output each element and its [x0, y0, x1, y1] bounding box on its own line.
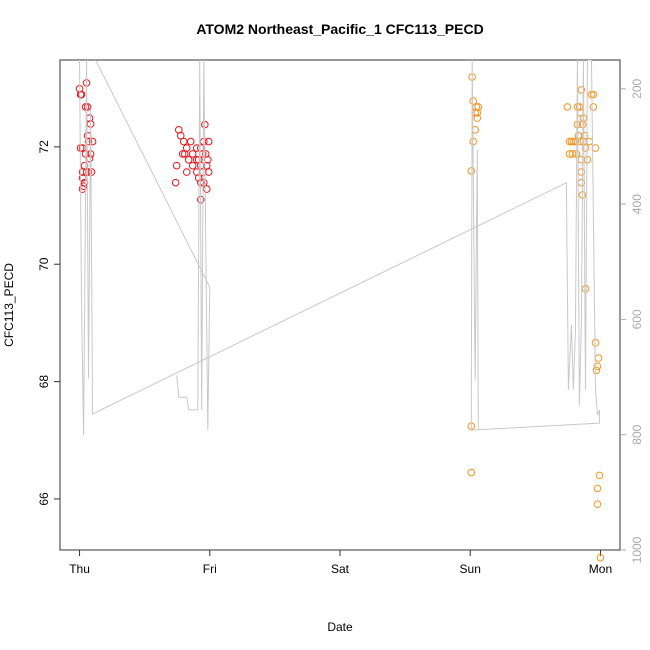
point: [595, 471, 604, 480]
point: [184, 155, 193, 164]
y2-tick-label: 600: [630, 309, 644, 329]
y-tick-label: 70: [37, 257, 51, 271]
point: [591, 339, 600, 347]
point: [473, 109, 482, 117]
point: [563, 103, 572, 111]
point: [180, 150, 189, 158]
y-tick-label: 68: [37, 375, 51, 389]
point: [182, 168, 191, 176]
point: [581, 144, 590, 152]
point: [581, 285, 590, 293]
y2-tick-label: 400: [630, 194, 644, 214]
point: [467, 167, 476, 175]
depth-line: [79, 60, 600, 436]
point: [84, 168, 93, 176]
x-tick-label: Mon: [589, 562, 612, 576]
point: [188, 161, 197, 170]
point: [568, 150, 577, 158]
x-axis-label: Date: [327, 620, 353, 634]
point: [204, 137, 213, 146]
y-tick-label: 72: [37, 140, 51, 154]
point: [593, 484, 602, 493]
point: [77, 90, 86, 99]
chart-title: ATOM2 Northeast_Pacific_1 CFC113_PECD: [196, 21, 483, 37]
point: [593, 362, 602, 371]
point: [84, 137, 93, 146]
x-tick-label: Sat: [331, 562, 350, 576]
y2-tick-label: 1000: [630, 536, 644, 563]
point: [467, 468, 476, 477]
point: [593, 500, 602, 509]
y-axis-label: CFC113_PECD: [2, 263, 16, 347]
point: [589, 103, 598, 111]
y2-tick-label: 200: [630, 78, 644, 98]
y2-tick-label: 800: [630, 424, 644, 444]
point: [81, 103, 90, 111]
point: [596, 553, 605, 562]
point: [171, 178, 180, 187]
point: [202, 185, 211, 193]
point: [474, 103, 483, 111]
point: [179, 137, 188, 146]
x-tick-label: Sun: [460, 562, 481, 576]
point: [188, 150, 197, 158]
x-tick-label: Thu: [69, 562, 90, 576]
point: [591, 144, 600, 152]
plot-frame: [59, 59, 621, 551]
point: [186, 137, 195, 146]
point: [589, 90, 598, 99]
point: [577, 86, 586, 94]
point: [178, 150, 187, 158]
point: [592, 366, 601, 375]
point: [172, 161, 181, 170]
point: [580, 131, 589, 140]
point: [565, 137, 574, 146]
point: [594, 354, 603, 362]
x-tick-label: Fri: [203, 562, 217, 576]
point: [88, 137, 97, 146]
point: [176, 131, 185, 140]
point: [469, 97, 478, 105]
point: [83, 103, 92, 111]
point: [473, 114, 482, 122]
point: [567, 137, 576, 146]
y-tick-label: 66: [37, 492, 51, 506]
point: [571, 137, 580, 146]
